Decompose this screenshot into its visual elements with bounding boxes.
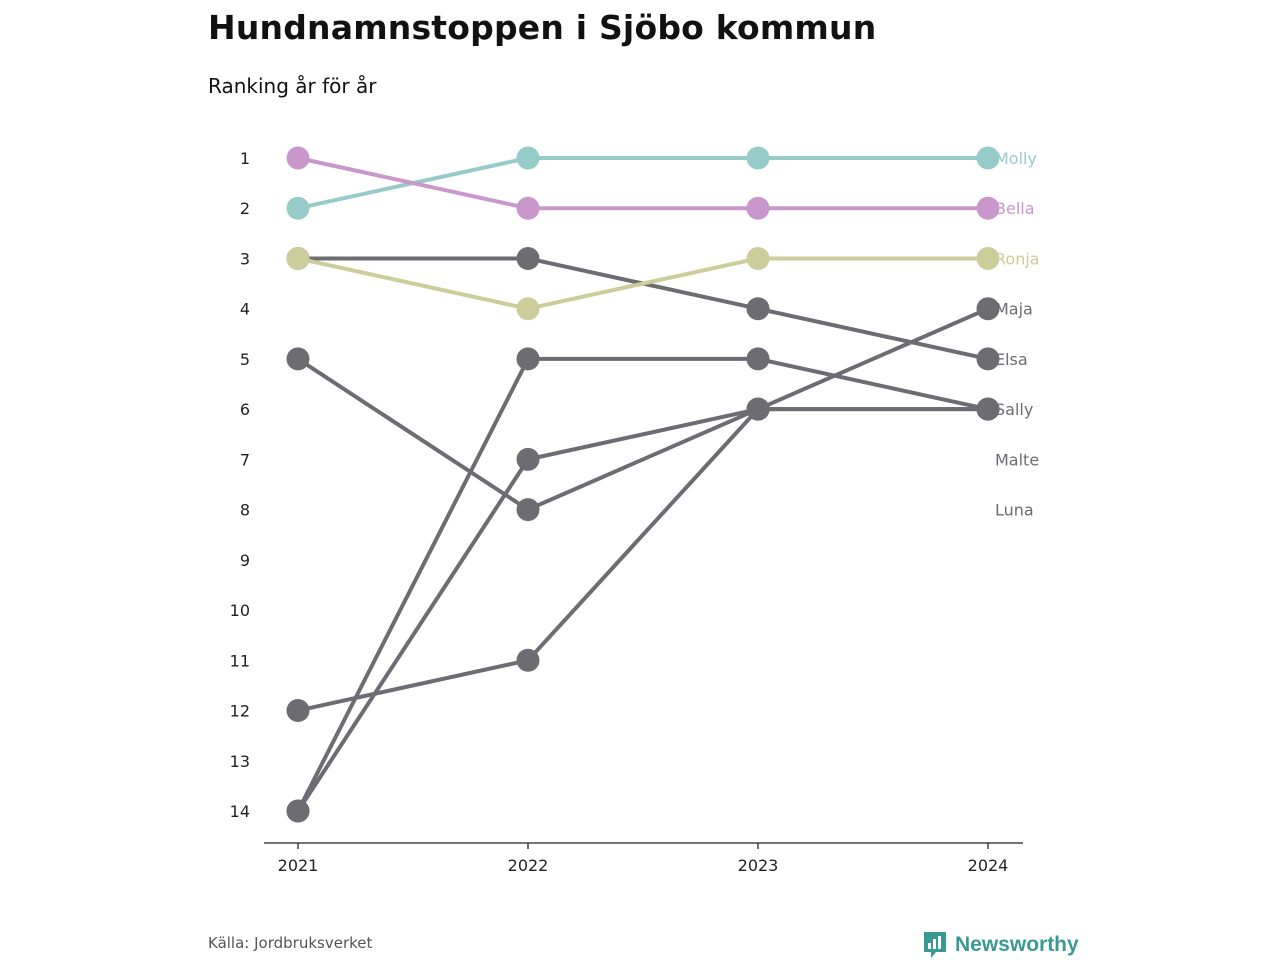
data-point-ronja (286, 246, 310, 270)
series-line-elsa (298, 256, 989, 361)
y-tick-label: 3 (240, 249, 250, 268)
data-point-luna (516, 648, 540, 672)
y-tick-label: 5 (240, 350, 250, 369)
end-labels: Molly Bella Ronja Maja Elsa Sally Malte Luna (995, 149, 1040, 520)
y-tick-label: 7 (240, 450, 250, 469)
data-point-maja (516, 447, 540, 471)
end-label-maja: Maja (995, 300, 1033, 319)
data-point-luna (746, 397, 770, 421)
end-label-malte: Malte (995, 450, 1039, 469)
data-point-bella (976, 196, 1000, 220)
data-point-maja (976, 297, 1000, 321)
data-point-molly (286, 196, 310, 220)
data-point-malte (516, 498, 540, 522)
series-line-molly (297, 156, 988, 211)
chart-title: Hundnamnstoppen i Sjöbo kommun (208, 8, 877, 47)
data-point-bella (286, 146, 310, 170)
end-label-sally: Sally (995, 400, 1033, 419)
data-point-luna (286, 699, 310, 723)
data-point-ronja (976, 246, 1000, 270)
x-tick-label: 2024 (968, 856, 1009, 875)
data-point-molly (516, 146, 540, 170)
x-tick-label: 2021 (278, 856, 319, 875)
data-point-sally (286, 799, 310, 823)
end-label-luna: Luna (995, 501, 1034, 520)
y-tick-label: 9 (240, 551, 250, 570)
end-label-bella: Bella (995, 199, 1035, 218)
chart-subtitle: Ranking år för år (208, 74, 377, 98)
y-tick-label: 13 (230, 752, 250, 771)
end-label-elsa: Elsa (995, 350, 1028, 369)
y-tick-label: 11 (230, 651, 250, 670)
data-point-luna (976, 397, 1000, 421)
y-tick-label: 10 (230, 601, 250, 620)
y-tick-label: 6 (240, 400, 250, 419)
bar-chart-speech-icon (924, 932, 946, 958)
source-note: Källa: Jordbruksverket (208, 934, 373, 952)
series-line-ronja (297, 256, 988, 311)
end-label-molly: Molly (995, 149, 1037, 168)
y-tick-label: 1 (240, 149, 250, 168)
data-point-sally (746, 347, 770, 371)
series-line-maja (296, 306, 989, 813)
data-point-sally (516, 347, 540, 371)
x-tick-label: 2023 (738, 856, 779, 875)
brand-logo[interactable]: Newsworthy (922, 930, 1079, 960)
data-point-elsa (516, 246, 540, 270)
data-point-ronja (746, 246, 770, 270)
y-tick-label: 4 (240, 300, 250, 319)
y-tick-label: 12 (230, 702, 250, 721)
series-lines (296, 156, 989, 813)
x-axis: 2021 2022 2023 2024 (264, 842, 1023, 875)
data-point-molly (976, 146, 1000, 170)
y-tick-label: 2 (240, 199, 250, 218)
data-point-bella (516, 196, 540, 220)
brand-name: Newsworthy (955, 933, 1079, 956)
data-point-malte (286, 347, 310, 371)
x-tick-label: 2022 (508, 856, 549, 875)
data-point-bella (746, 196, 770, 220)
series-line-luna (297, 407, 988, 713)
end-label-ronja: Ronja (995, 249, 1040, 268)
series-line-sally (296, 356, 989, 812)
data-point-molly (746, 146, 770, 170)
series-points (286, 146, 1000, 823)
data-point-elsa (746, 297, 770, 321)
data-point-elsa (976, 347, 1000, 371)
data-point-ronja (516, 297, 540, 321)
series-line-bella (297, 156, 988, 211)
y-tick-label: 14 (230, 802, 250, 821)
y-tick-label: 8 (240, 501, 250, 520)
